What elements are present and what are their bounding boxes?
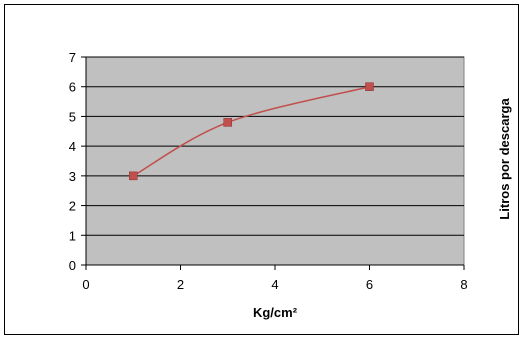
y-tick-label: 0 bbox=[69, 258, 76, 273]
y-axis-title: Litros por descarga bbox=[497, 98, 512, 220]
x-tick-label: 6 bbox=[366, 277, 373, 292]
x-axis-title: Kg/cm² bbox=[253, 305, 298, 320]
plot-area bbox=[85, 56, 465, 266]
y-tick-label: 3 bbox=[69, 169, 76, 184]
data-point-marker bbox=[365, 82, 374, 91]
series-group bbox=[129, 82, 374, 181]
x-tick-label: 8 bbox=[460, 277, 467, 292]
y-tick-label: 5 bbox=[69, 109, 76, 124]
y-axis-ticks: 0 1 2 3 4 5 6 7 bbox=[69, 50, 86, 273]
x-tick-label: 4 bbox=[271, 277, 278, 292]
y-tick-label: 7 bbox=[69, 50, 76, 65]
y-tick-label: 1 bbox=[69, 228, 76, 243]
x-axis-ticks: 0 2 4 6 8 bbox=[82, 265, 468, 292]
x-tick-label: 0 bbox=[82, 277, 89, 292]
y-tick-label: 6 bbox=[69, 80, 76, 95]
gridlines bbox=[86, 56, 464, 236]
x-tick-label: 2 bbox=[177, 277, 184, 292]
data-point-marker bbox=[223, 118, 232, 127]
y-tick-label: 4 bbox=[69, 139, 76, 154]
y-tick-label: 2 bbox=[69, 199, 76, 214]
data-point-marker bbox=[129, 171, 138, 181]
